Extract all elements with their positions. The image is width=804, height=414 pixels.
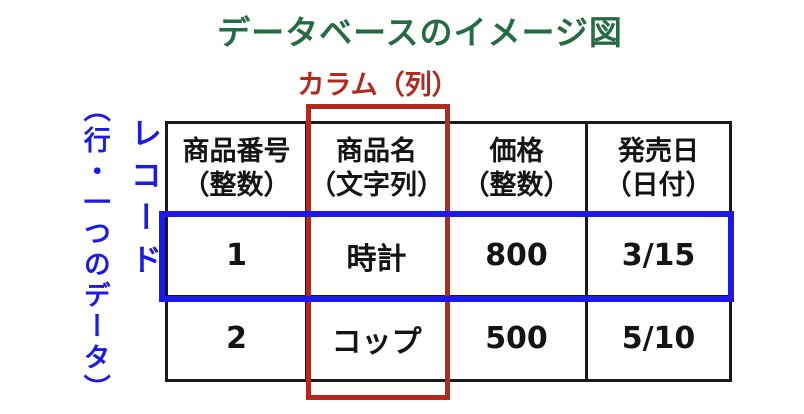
header-type: （整数）: [462, 169, 571, 201]
header-name: 商品番号: [182, 135, 291, 167]
header-cell-product-number: 商品番号 （整数）: [168, 124, 305, 213]
record-annotation-label: レコード: [125, 117, 161, 285]
table-cell-row2-product-number: 2: [168, 298, 305, 379]
header-name: 発売日: [618, 135, 699, 167]
header-cell-price: 価格 （整数）: [448, 124, 585, 213]
header-cell-release-date: 発売日 （日付）: [588, 124, 729, 213]
table-cell-row2-release-date: 5/10: [588, 298, 729, 379]
table-cell-row1-release-date: 3/15: [588, 216, 729, 295]
table-cell-row1-product-number: 1: [168, 216, 305, 295]
header-name: 価格: [489, 135, 544, 167]
header-cell-product-name: 商品名 （文字列）: [308, 124, 445, 213]
header-name: 商品名: [336, 135, 417, 167]
column-annotation-label: カラム（列）: [297, 70, 459, 101]
header-type: （文字列）: [309, 169, 444, 201]
page-title: データベースのイメージ図: [217, 13, 623, 52]
record-annotation-detail-label: （行・一つのデータ）: [78, 95, 110, 405]
header-type: （日付）: [604, 169, 713, 201]
table-cell-row1-price: 800: [448, 216, 585, 295]
database-table: 商品番号 （整数） 商品名 （文字列） 価格 （整数） 発売日 （日付） 1 時…: [165, 121, 732, 382]
table-cell-row2-price: 500: [448, 298, 585, 379]
table-cell-row1-product-name: 時計: [308, 216, 445, 295]
header-type: （整数）: [182, 169, 291, 201]
table-cell-row2-product-name: コップ: [308, 298, 445, 379]
